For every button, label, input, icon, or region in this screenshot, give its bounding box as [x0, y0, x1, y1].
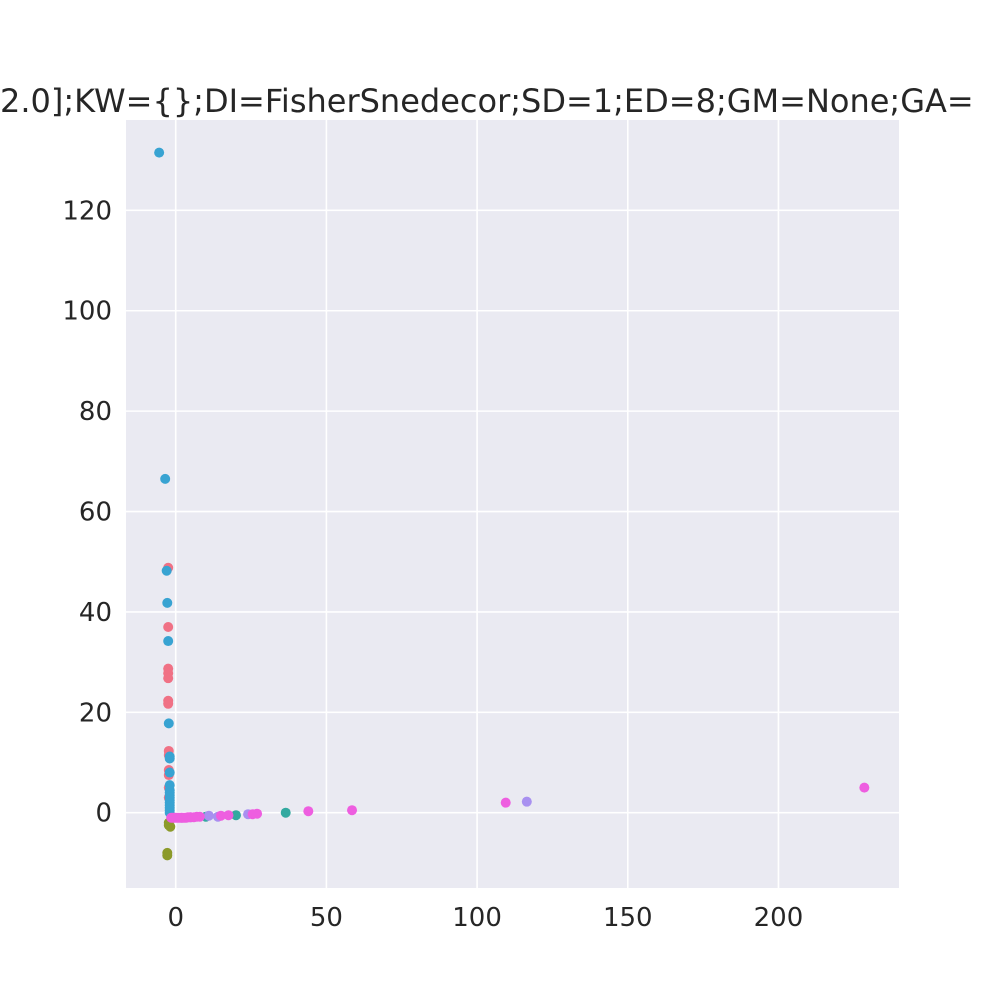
data-point	[859, 782, 870, 793]
data-point	[163, 718, 174, 729]
data-point	[215, 810, 226, 821]
data-point	[303, 806, 314, 817]
data-point	[164, 767, 175, 778]
data-point	[280, 807, 291, 818]
data-point	[162, 850, 173, 861]
data-point	[231, 810, 241, 821]
x-tick-label: 150	[603, 903, 653, 933]
y-axis-ticks: 0 20 40 60 80 100 120	[62, 196, 112, 828]
data-point	[163, 673, 174, 684]
y-tick-label: 120	[62, 196, 112, 226]
data-points	[154, 147, 870, 861]
data-point	[164, 753, 175, 764]
data-point	[247, 809, 258, 820]
y-tick-label: 80	[79, 397, 112, 427]
data-point	[165, 821, 176, 832]
x-tick-label: 100	[452, 903, 502, 933]
chart-title: 2.0];KW={};DI=FisherSnedecor;SD=1;ED=8;G…	[0, 82, 974, 120]
data-point	[163, 698, 174, 709]
y-tick-label: 60	[79, 498, 112, 528]
data-point	[160, 473, 171, 484]
x-tick-label: 200	[754, 903, 804, 933]
plot-background	[126, 120, 899, 888]
data-point	[166, 812, 177, 823]
data-point	[203, 810, 214, 821]
data-point	[223, 810, 234, 821]
y-tick-label: 20	[79, 698, 112, 728]
data-point	[521, 796, 532, 807]
y-tick-label: 0	[95, 799, 112, 829]
data-point	[162, 597, 173, 608]
series-4	[154, 147, 175, 818]
x-tick-label: 50	[310, 903, 343, 933]
x-tick-label: 0	[167, 903, 184, 933]
data-point	[161, 565, 172, 576]
data-point	[163, 636, 174, 647]
data-point	[154, 147, 165, 158]
y-tick-label: 100	[62, 297, 112, 327]
x-axis-ticks: 0 50 100 150 200	[167, 903, 803, 933]
y-tick-label: 40	[79, 598, 112, 628]
data-point	[163, 621, 174, 632]
data-point	[500, 797, 511, 808]
data-point	[347, 805, 358, 816]
series-6	[166, 782, 870, 823]
